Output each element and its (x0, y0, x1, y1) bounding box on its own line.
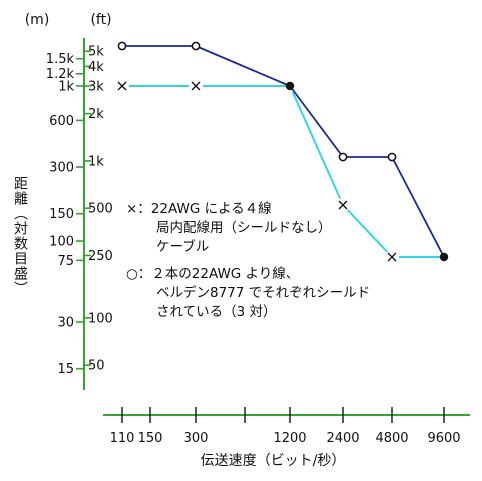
y-tick-label-m: 1.2k (46, 67, 75, 82)
series-segment (195, 45, 291, 87)
y-tick-label-ft: 250 (88, 249, 113, 264)
y-unit-meters: (m) (25, 12, 50, 28)
y-tick-label-m: 15 (57, 362, 74, 377)
data-point-o (338, 152, 348, 162)
y-tick-label-ft: 3k (88, 80, 104, 95)
x-tick-label: 110 (110, 431, 135, 446)
y-tick-label-ft: 1k (88, 154, 104, 169)
series-segment (347, 209, 388, 253)
y-tick-label-ft: 5k (88, 45, 104, 60)
y-tick-label-ft: 500 (88, 202, 113, 217)
x-tick-label: 300 (184, 431, 209, 446)
data-point-x (338, 200, 348, 210)
series-segment (291, 91, 342, 200)
series-segment (289, 85, 344, 158)
legend-line: されている（3 対） (156, 304, 276, 320)
tick-group: 1530751001503006001k1.2k1.5k501002505001… (46, 45, 461, 446)
data-point-o (191, 41, 201, 51)
data-point-x (191, 81, 201, 91)
x-tick-label: 2400 (326, 431, 359, 446)
legend-line: ベルデン8777 でそれぞれシールド (156, 284, 370, 301)
x-tick-label: 1200 (273, 431, 306, 446)
legend-line: ○：２本の22AWG より線、 (126, 266, 299, 282)
legend-line: ケーブル (156, 238, 209, 255)
data-point-o (117, 41, 127, 51)
y-tick-label-m: 1.5k (46, 52, 75, 67)
y-unit-feet: (ft) (90, 12, 111, 28)
y-tick-label-ft: 4k (88, 60, 104, 75)
y-tick-label-ft: 100 (88, 311, 113, 326)
y-tick-label-m: 600 (49, 114, 74, 129)
y-tick-label-ft: 50 (88, 359, 105, 374)
y-tick-label-m: 30 (57, 316, 74, 331)
y-axis-label: 距離（対数目盛） (12, 176, 28, 296)
data-point-x (117, 81, 127, 91)
y-tick-label-ft: 2k (88, 107, 104, 122)
x-axis-label: 伝送速度（ビット/秒） (201, 453, 346, 469)
y-tick-label-m: 150 (49, 207, 74, 222)
data-point-x (387, 252, 397, 262)
y-tick-label-m: 300 (49, 161, 74, 176)
series-segment (391, 156, 445, 258)
y-tick-label-m: 75 (57, 254, 74, 269)
data-point-o (387, 152, 397, 162)
x-tick-label: 4800 (375, 431, 408, 446)
y-tick-label-m: 1k (58, 80, 74, 95)
data-point-filled (439, 252, 449, 262)
series-group (117, 41, 449, 262)
y-tick-label-m: 100 (49, 235, 74, 250)
legend-line: ×：22AWG による４線 (126, 201, 272, 217)
x-tick-label: 9600 (427, 431, 460, 446)
data-point-filled (285, 81, 295, 91)
x-tick-label: 150 (138, 431, 163, 446)
legend-line: 局内配線用（シールドなし） (156, 220, 332, 236)
